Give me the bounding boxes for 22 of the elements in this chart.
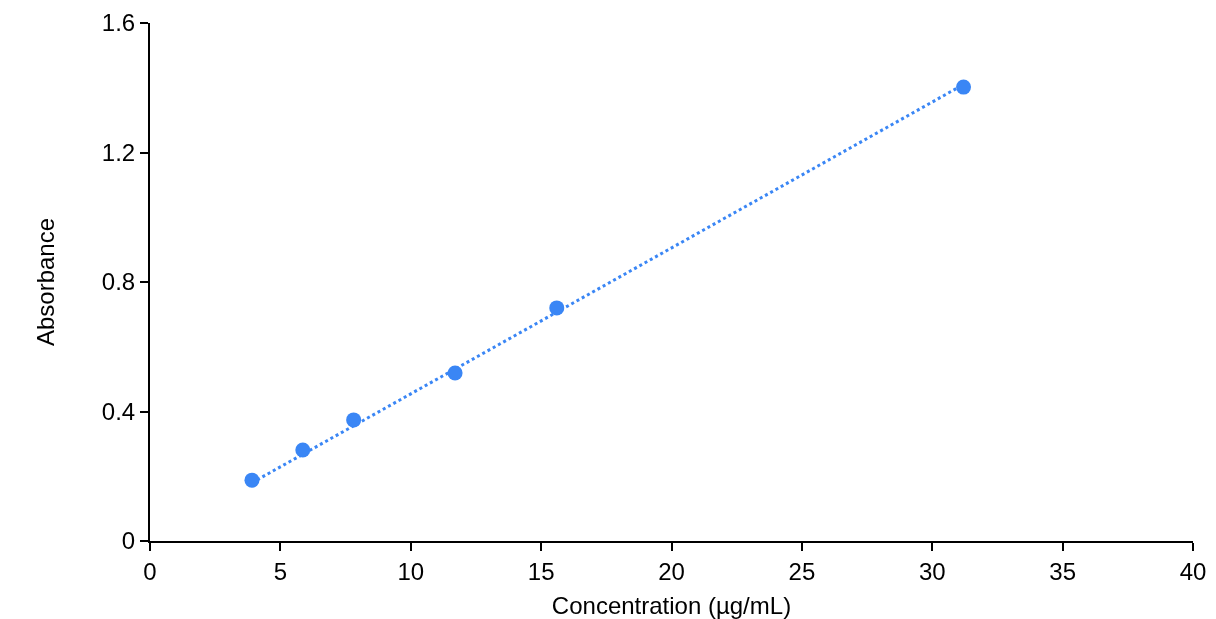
x-tick-label: 20 (658, 557, 685, 585)
y-tick-label: 1.2 (101, 138, 136, 166)
y-axis-title: Absorbance (32, 217, 60, 347)
x-tick-label: 10 (397, 557, 425, 585)
x-tick-label: 25 (788, 557, 816, 585)
x-tick-label: 15 (527, 557, 555, 585)
point (244, 472, 260, 488)
x-tick-label: 35 (1049, 557, 1076, 585)
y-tick-label: 0.8 (101, 268, 136, 296)
x-tick-label: 30 (918, 557, 946, 585)
point (295, 442, 311, 458)
x-tick-label: 40 (1179, 557, 1207, 585)
y-tick-label: 1.6 (101, 9, 136, 37)
point (549, 300, 565, 316)
y-tick-label: 0 (121, 527, 136, 555)
y-tick-label: 0.4 (101, 397, 136, 425)
point (956, 79, 972, 95)
point (447, 365, 463, 381)
x-tick-label: 5 (273, 557, 288, 585)
x-tick-label: 0 (143, 557, 157, 585)
x-axis-title: Concentration (µg/mL) (551, 592, 792, 619)
point (346, 412, 362, 428)
